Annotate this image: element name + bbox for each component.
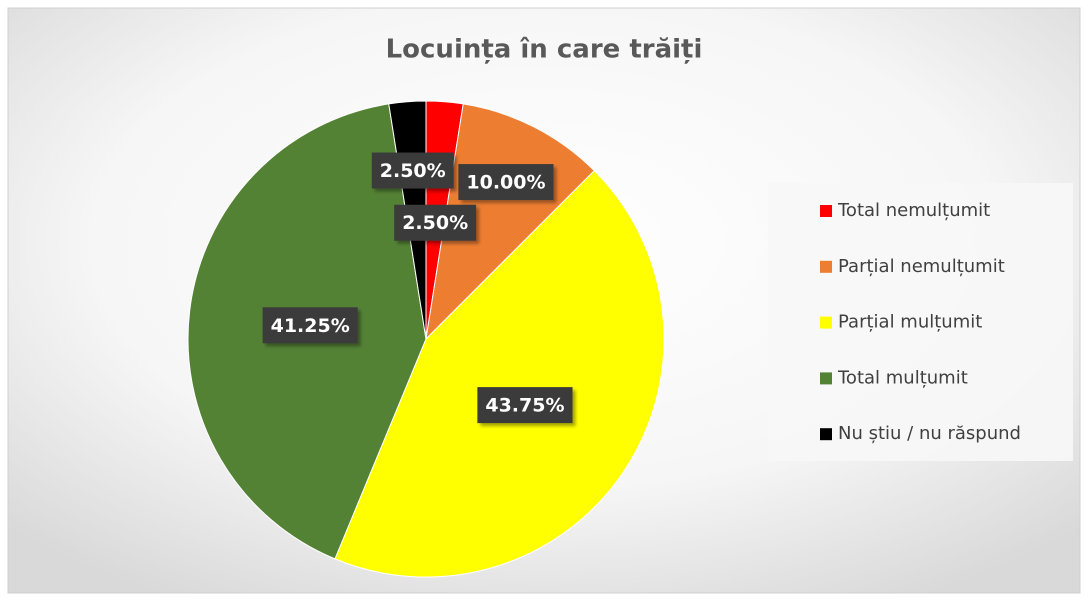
legend-marker xyxy=(820,316,832,329)
data-label: 41.25% xyxy=(271,315,350,337)
data-label-box xyxy=(262,307,358,344)
data-label: 10.00% xyxy=(466,172,545,194)
legend-label: Parțial nemulțumit xyxy=(838,256,1005,277)
pie-slice xyxy=(334,170,665,578)
legend-label: Nu știu / nu răspund xyxy=(838,423,1021,444)
legend-marker xyxy=(820,205,832,217)
data-label: 43.75% xyxy=(485,395,564,417)
data-label-box xyxy=(394,204,477,241)
legend-marker xyxy=(820,372,832,385)
data-label-box xyxy=(477,387,573,424)
data-label-box xyxy=(458,164,554,201)
legend-box xyxy=(768,183,1073,461)
legend-label: Parțial mulțumit xyxy=(838,312,982,333)
data-label: 2.50% xyxy=(380,160,446,182)
pie-slice xyxy=(425,103,595,341)
legend-label: Total mulțumit xyxy=(837,367,968,388)
chart-title: Locuința în care trăiți xyxy=(386,35,703,65)
legend-marker xyxy=(820,428,832,441)
data-label: 2.50% xyxy=(402,212,468,234)
legend-marker xyxy=(820,260,832,273)
legend-label: Total nemulțumit xyxy=(837,200,990,221)
data-label-box xyxy=(371,152,454,189)
